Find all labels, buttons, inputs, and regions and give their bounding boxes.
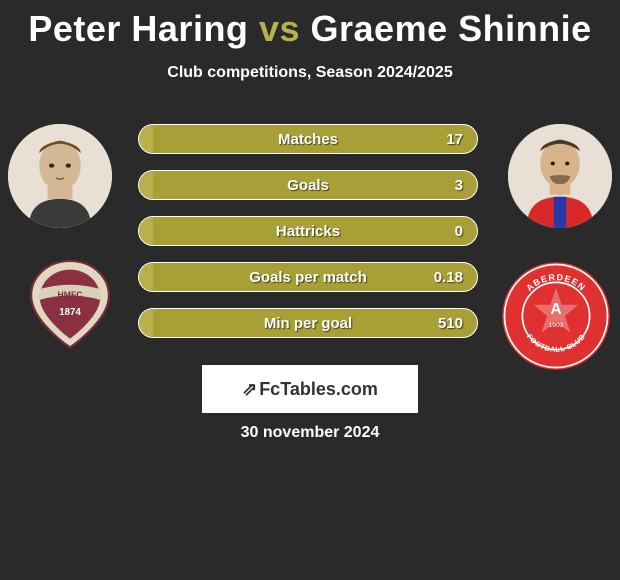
stat-value: 0.18 bbox=[434, 269, 463, 286]
stat-bar-min-per-goal: Min per goal 510 bbox=[138, 308, 478, 338]
stat-fill bbox=[139, 125, 153, 153]
date-label: 30 november 2024 bbox=[0, 424, 620, 442]
svg-text:1874: 1874 bbox=[59, 307, 81, 318]
vs-label: vs bbox=[259, 8, 300, 49]
comparison-title: Peter Haring vs Graeme Shinnie bbox=[0, 0, 620, 50]
player1-avatar bbox=[8, 124, 112, 228]
stat-bar-goals: Goals 3 bbox=[138, 170, 478, 200]
player2-club-crest: A 1903 ABERDEEN FOOTBALL CLUB bbox=[500, 260, 612, 372]
stat-fill bbox=[139, 263, 153, 291]
stat-bar-goals-per-match: Goals per match 0.18 bbox=[138, 262, 478, 292]
stat-fill bbox=[139, 217, 153, 245]
stats-bars: Matches 17 Goals 3 Hattricks 0 Goals per… bbox=[138, 124, 478, 354]
watermark: ⇗ FcTables.com bbox=[202, 365, 418, 413]
stat-label: Goals per match bbox=[249, 269, 367, 286]
stat-bar-matches: Matches 17 bbox=[138, 124, 478, 154]
stat-value: 0 bbox=[455, 223, 463, 240]
stat-bar-hattricks: Hattricks 0 bbox=[138, 216, 478, 246]
stat-value: 510 bbox=[438, 315, 463, 332]
watermark-icon: ⇗ bbox=[242, 379, 257, 400]
stat-fill bbox=[139, 171, 153, 199]
stat-label: Hattricks bbox=[276, 223, 340, 240]
player2-name: Graeme Shinnie bbox=[311, 8, 592, 49]
watermark-text: FcTables.com bbox=[259, 379, 378, 400]
stat-value: 17 bbox=[446, 131, 463, 148]
svg-text:1903: 1903 bbox=[549, 322, 564, 329]
stat-value: 3 bbox=[455, 177, 463, 194]
stat-fill bbox=[139, 309, 153, 337]
stat-label: Matches bbox=[278, 131, 338, 148]
stat-label: Goals bbox=[287, 177, 329, 194]
svg-text:A: A bbox=[550, 301, 561, 318]
player1-name: Peter Haring bbox=[28, 8, 248, 49]
player1-club-crest: HMFC 1874 bbox=[16, 248, 124, 356]
player2-avatar bbox=[508, 124, 612, 228]
stat-label: Min per goal bbox=[264, 315, 352, 332]
subtitle: Club competitions, Season 2024/2025 bbox=[0, 64, 620, 82]
svg-text:HMFC: HMFC bbox=[58, 290, 83, 300]
